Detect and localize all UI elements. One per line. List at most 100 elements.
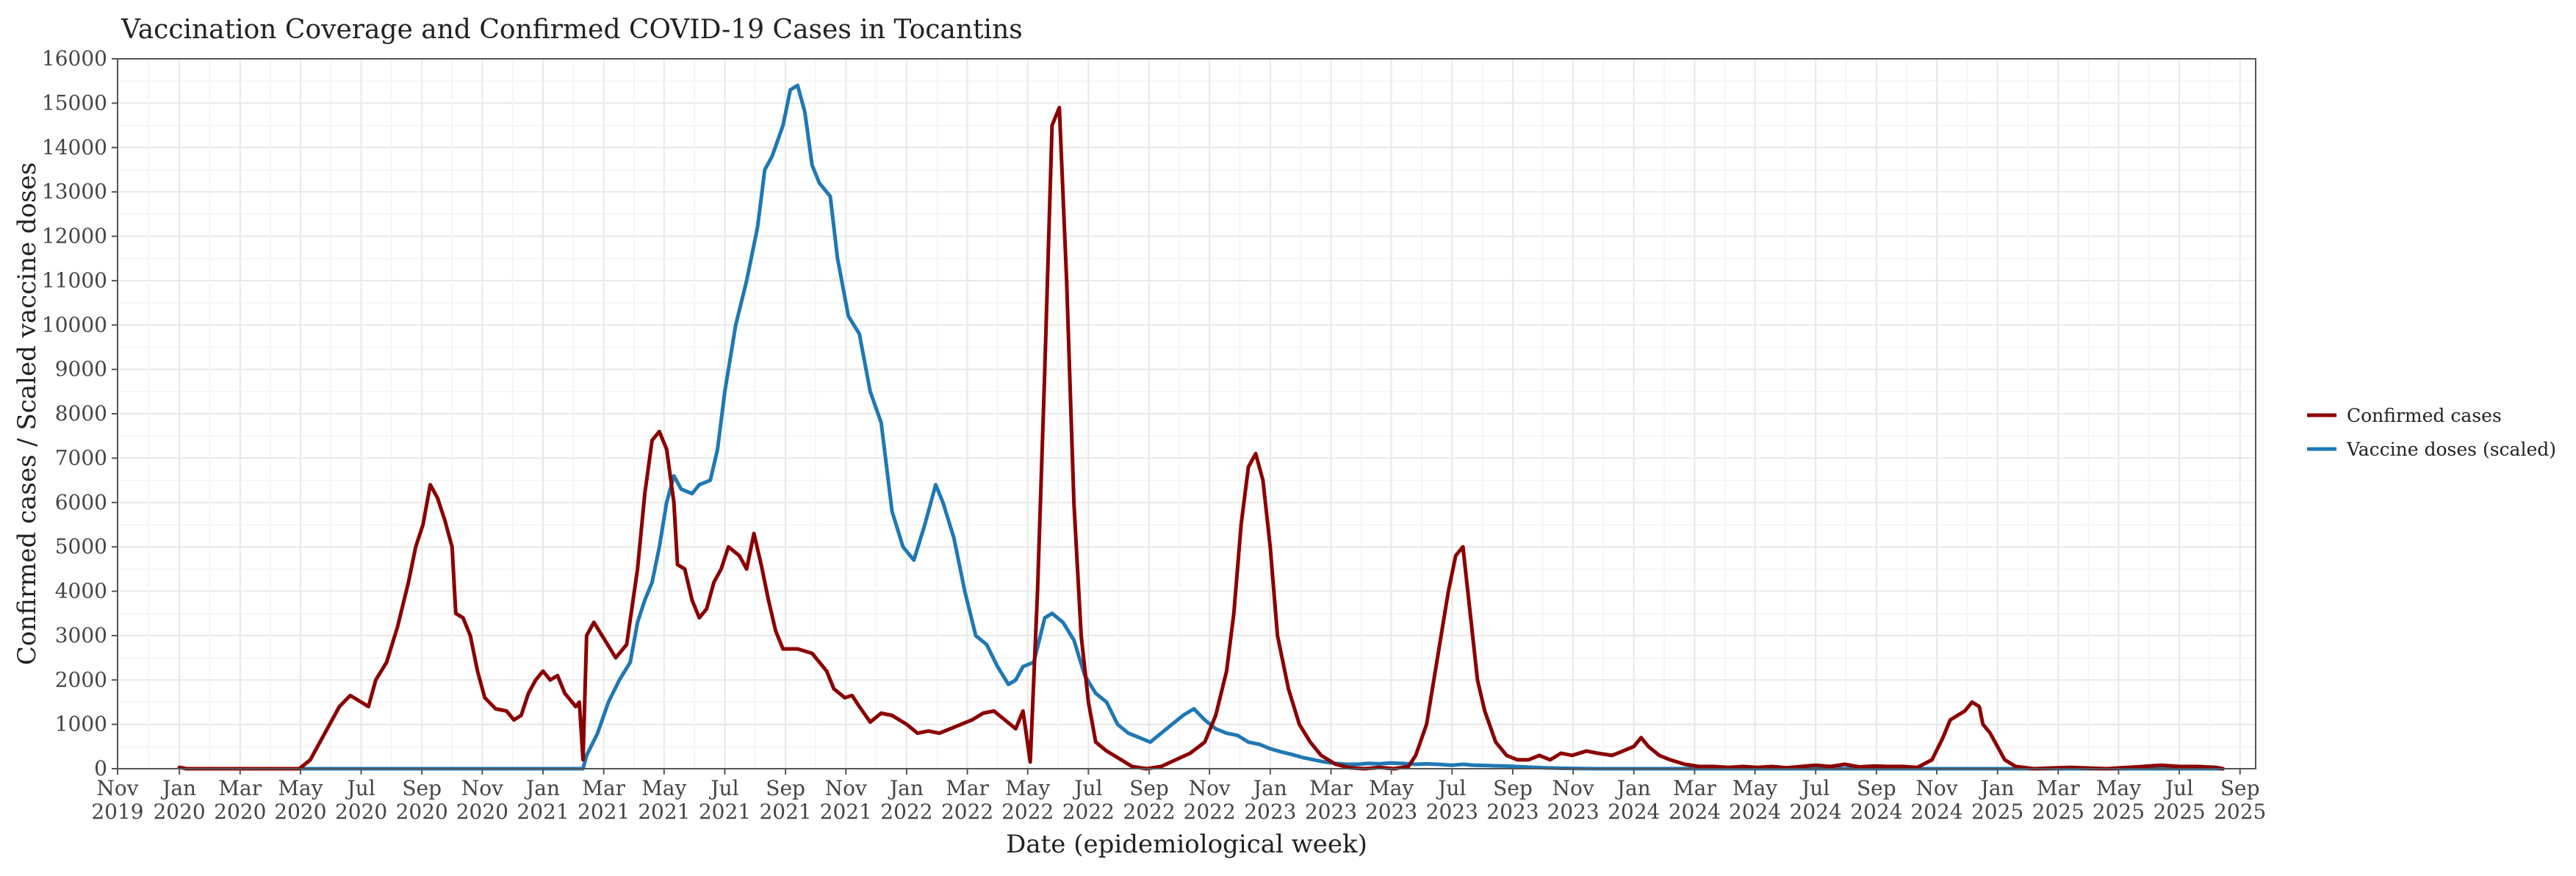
- x-axis-label: Date (epidemiological week): [1006, 830, 1367, 859]
- x-tick-label: 2021: [820, 800, 872, 824]
- x-tick-label: Sep: [2220, 776, 2260, 800]
- x-tick-label: 2022: [1062, 800, 1115, 824]
- x-tick-label: Jan: [888, 776, 924, 800]
- x-tick-label: Jan: [524, 776, 560, 800]
- y-tick-label: 9000: [55, 357, 107, 381]
- x-tick-label: 2023: [1244, 800, 1296, 824]
- x-tick-label: Mar: [1673, 776, 1716, 800]
- x-tick-label: 2019: [91, 800, 143, 824]
- x-tick-label: 2022: [1184, 800, 1236, 824]
- x-tick-label: Sep: [1493, 776, 1533, 800]
- x-tick-label: Jul: [1799, 776, 1830, 800]
- x-tick-label: 2021: [699, 800, 751, 824]
- x-tick-label: 2022: [1123, 800, 1175, 824]
- x-tick-label: 2025: [2214, 800, 2266, 824]
- y-tick-label: 13000: [42, 179, 107, 204]
- x-tick-label: Jul: [345, 776, 375, 800]
- y-tick-label: 10000: [42, 312, 107, 337]
- x-tick-label: 2024: [1669, 800, 1721, 824]
- y-tick-label: 2000: [55, 667, 107, 692]
- x-tick-label: Nov: [1189, 776, 1231, 800]
- x-tick-label: Sep: [402, 776, 442, 800]
- x-tick-label: May: [2096, 776, 2141, 800]
- series-line-vaccine-doses: [184, 83, 2225, 771]
- y-tick-label: 3000: [55, 623, 107, 647]
- y-tick-label: 15000: [42, 90, 107, 115]
- x-tick-label: Nov: [461, 776, 503, 800]
- x-tick-label: Sep: [766, 776, 805, 800]
- y-axis-label: Confirmed cases / Scaled vaccine doses: [12, 162, 42, 665]
- x-tick-label: 2023: [1547, 800, 1599, 824]
- x-tick-label: Nov: [825, 776, 867, 800]
- x-tick-label: 2023: [1365, 800, 1417, 824]
- y-tick-label: 7000: [55, 445, 107, 470]
- y-tick-label: 11000: [42, 268, 107, 292]
- x-tick-label: Mar: [946, 776, 989, 800]
- x-tick-label: May: [1005, 776, 1050, 800]
- y-tick-label: 12000: [42, 224, 107, 248]
- series-line-confirmed-cases: [177, 105, 2225, 771]
- x-tick-label: 2024: [1729, 800, 1781, 824]
- x-tick-label: 2020: [456, 800, 508, 824]
- x-tick-label: May: [1369, 776, 1414, 800]
- x-axis: Nov2019Jan2020Mar2020May2020Jul2020Sep20…: [91, 769, 2266, 824]
- x-tick-label: Mar: [582, 776, 625, 800]
- y-tick-label: 0: [94, 756, 107, 780]
- x-tick-label: 2023: [1486, 800, 1539, 824]
- x-tick-label: 2024: [1790, 800, 1842, 824]
- x-tick-label: 2024: [1608, 800, 1660, 824]
- y-tick-label: 4000: [55, 579, 107, 603]
- x-tick-label: 2020: [335, 800, 387, 824]
- x-tick-label: 2021: [638, 800, 690, 824]
- x-tick-label: 2023: [1305, 800, 1357, 824]
- x-tick-label: 2021: [759, 800, 811, 824]
- x-tick-label: Nov: [96, 776, 138, 800]
- legend: Confirmed cases Vaccine doses (scaled): [2307, 405, 2556, 460]
- x-tick-label: 2020: [153, 800, 205, 824]
- y-tick-label: 5000: [55, 534, 107, 559]
- x-tick-label: 2020: [214, 800, 266, 824]
- x-tick-label: May: [278, 776, 323, 800]
- legend-label-vaccine-doses: Vaccine doses (scaled): [2346, 439, 2556, 460]
- x-tick-label: 2021: [517, 800, 569, 824]
- x-tick-label: Nov: [1915, 776, 1957, 800]
- x-tick-label: Mar: [218, 776, 262, 800]
- x-tick-label: Jan: [1251, 776, 1287, 800]
- x-tick-label: Mar: [1309, 776, 1353, 800]
- legend-label-confirmed-cases: Confirmed cases: [2347, 405, 2502, 426]
- x-tick-label: 2025: [2093, 800, 2145, 824]
- x-tick-label: Jan: [160, 776, 196, 800]
- x-tick-label: Jul: [708, 776, 738, 800]
- x-tick-label: 2024: [1910, 800, 1962, 824]
- x-tick-label: 2022: [1001, 800, 1054, 824]
- chart-title: Vaccination Coverage and Confirmed COVID…: [120, 15, 1023, 45]
- x-tick-label: 2023: [1426, 800, 1478, 824]
- x-tick-label: 2022: [941, 800, 993, 824]
- x-tick-label: 2020: [396, 800, 448, 824]
- x-tick-label: 2025: [2032, 800, 2084, 824]
- x-tick-label: Sep: [1857, 776, 1896, 800]
- y-tick-label: 6000: [55, 490, 107, 514]
- series-layer: [177, 83, 2225, 771]
- x-tick-label: Jul: [1072, 776, 1102, 800]
- y-axis: 0 1000 2000 3000 4000 5000 6000 7000 8000 9000 100…: [42, 46, 118, 780]
- x-tick-label: Jul: [2163, 776, 2193, 800]
- y-tick-label: 16000: [42, 46, 107, 71]
- x-tick-label: 2024: [1850, 800, 1902, 824]
- x-tick-label: May: [641, 776, 686, 800]
- x-tick-label: Jan: [1615, 776, 1651, 800]
- x-tick-label: Jul: [1436, 776, 1466, 800]
- x-tick-label: Jan: [1979, 776, 2015, 800]
- x-tick-label: 2022: [880, 800, 932, 824]
- y-tick-label: 8000: [55, 401, 107, 426]
- x-tick-label: 2021: [578, 800, 630, 824]
- x-tick-label: Mar: [2037, 776, 2080, 800]
- x-tick-label: 2025: [2153, 800, 2205, 824]
- x-tick-label: 2025: [1971, 800, 2023, 824]
- y-tick-label: 1000: [55, 712, 107, 736]
- x-tick-label: May: [1733, 776, 1777, 800]
- x-tick-label: Sep: [1129, 776, 1169, 800]
- x-tick-label: 2020: [274, 800, 326, 824]
- x-tick-label: Nov: [1552, 776, 1594, 800]
